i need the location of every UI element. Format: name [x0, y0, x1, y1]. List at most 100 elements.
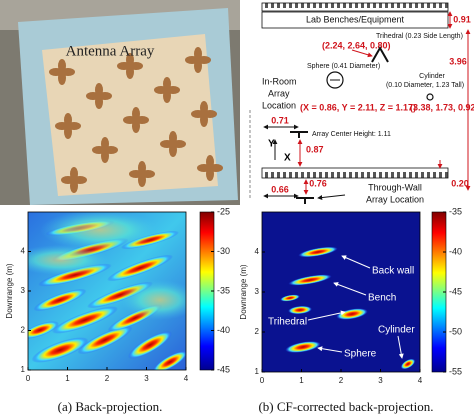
antenna-element — [61, 176, 75, 184]
antenna-element — [172, 140, 186, 148]
heat-blob — [107, 254, 173, 282]
y-tick-label: 2 — [255, 327, 260, 336]
x-tick-label: 4 — [184, 374, 189, 383]
photo-label: Antenna Array — [66, 43, 155, 59]
antenna-element — [129, 170, 143, 178]
antenna-element — [203, 110, 217, 118]
benches-label: Lab Benches/Equipment — [306, 14, 405, 24]
x-tick-label: 0 — [26, 374, 31, 383]
in-room-label: Array — [268, 88, 290, 98]
diagram: Lab Benches/Equipment 0.91 3.96 Trihedra… — [249, 2, 474, 204]
y-tick-label: 4 — [21, 247, 26, 256]
antenna-element — [49, 68, 63, 76]
antenna-element — [209, 164, 223, 172]
annotations: Back wall Bench Trihedral Cylinder Spher… — [268, 255, 415, 360]
antenna-element — [61, 68, 75, 76]
sphere-position: (X = 0.86, Y = 2.11, Z = 1.17) — [300, 102, 416, 112]
antenna-element — [160, 140, 174, 148]
heat-blob — [288, 305, 312, 315]
x-tick-label: 3 — [378, 376, 383, 385]
antenna-element — [129, 62, 143, 70]
x-tick-label: 1 — [65, 374, 70, 383]
caption: (b) CF-corrected back-projection. — [258, 399, 433, 414]
axis-x: X — [284, 153, 291, 164]
heat-blob — [52, 306, 118, 334]
antenna-element — [197, 164, 211, 172]
antenna-element — [135, 116, 149, 124]
y-axis-label: Downrange (m) — [5, 263, 14, 318]
antenna-element — [141, 170, 155, 178]
heatmap-a — [28, 212, 186, 370]
trihedral-position: (2.24, 2.64, 0.80) — [322, 40, 391, 50]
trihedral-label: Trihedral (0.23 Side Length) — [376, 33, 463, 40]
annotation: Bench — [368, 293, 396, 304]
heat-blob — [285, 341, 321, 353]
colorbar-tick-label: -40 — [449, 246, 462, 256]
x-tick-label: 2 — [339, 376, 344, 385]
antenna-element — [185, 56, 199, 64]
antenna-element — [197, 56, 211, 64]
colorbar-tick-label: -50 — [449, 326, 462, 336]
in-room-label: Location — [262, 100, 296, 110]
antenna-element — [55, 122, 69, 130]
heat-blob — [400, 358, 416, 370]
antenna-element — [67, 122, 81, 130]
room-length: 3.96 — [449, 56, 467, 66]
heat-blob — [152, 350, 186, 370]
array-to-wall: 0.87 — [306, 144, 324, 154]
through-wall-label: Through-Wall — [368, 182, 422, 192]
wall-gap: 0.76 — [309, 178, 327, 188]
cylinder-label: Cylinder — [419, 73, 445, 80]
x-tick-label: 3 — [144, 374, 149, 383]
y-tick-label: 3 — [255, 287, 260, 296]
antenna-element — [86, 92, 100, 100]
heat-blob — [31, 337, 89, 363]
heat-blob — [40, 212, 160, 250]
annotation: Cylinder — [378, 325, 415, 336]
photo: Antenna Array — [0, 0, 240, 205]
colorbar-tick-label: -45 — [217, 364, 230, 374]
heat-blob — [280, 294, 300, 302]
heat-blob — [128, 331, 172, 359]
x-tick-label: 2 — [105, 374, 110, 383]
in-room-label: In-Room — [262, 76, 297, 86]
colorbar-tick-label: -55 — [449, 366, 462, 376]
x-tick-label: 1 — [299, 376, 304, 385]
cylinder-position: (3.38, 1.73, 0.92) — [410, 102, 474, 112]
array-offset: 0.71 — [271, 115, 289, 125]
y-tick-label: 1 — [21, 365, 26, 374]
sphere-label: Sphere (0.41 Diameter) — [307, 63, 380, 70]
y-tick-label: 1 — [255, 367, 260, 376]
colorbar-tick-label: -45 — [449, 286, 462, 296]
antenna-element — [166, 86, 180, 94]
colorbar-tick-label: -25 — [217, 206, 230, 216]
x-tick-label: 4 — [418, 376, 423, 385]
x-tick-label: 0 — [260, 376, 265, 385]
colorbar-tick-label: -30 — [217, 246, 230, 256]
antenna-element — [92, 146, 106, 154]
heat-blob — [28, 245, 110, 275]
array-height: Array Center Height: 1.11 — [312, 131, 391, 138]
y-tick-label: 2 — [21, 326, 26, 335]
wall-margin: 0.20 — [451, 178, 469, 188]
heat-blob — [28, 321, 59, 339]
annotation: Back wall — [372, 266, 414, 277]
colorbar-tick-label: -35 — [449, 206, 462, 216]
y-tick-label: 4 — [255, 247, 260, 256]
annotation: Sphere — [344, 349, 377, 360]
caption: (a) Back-projection. — [58, 399, 163, 414]
heat-blob — [77, 325, 133, 355]
antenna-element — [154, 86, 168, 94]
annotation: Trihedral — [268, 317, 307, 328]
antenna-element — [98, 92, 112, 100]
heat-blob — [298, 246, 338, 258]
axis-y: Y — [268, 139, 275, 150]
antenna-element — [73, 176, 87, 184]
colorbar-tick-label: -35 — [217, 285, 230, 295]
colorbar-tick-label: -40 — [217, 325, 230, 335]
heat-blob — [33, 288, 87, 312]
heat-blob — [120, 280, 186, 320]
heat-blob — [288, 274, 332, 286]
antenna-element — [123, 116, 137, 124]
